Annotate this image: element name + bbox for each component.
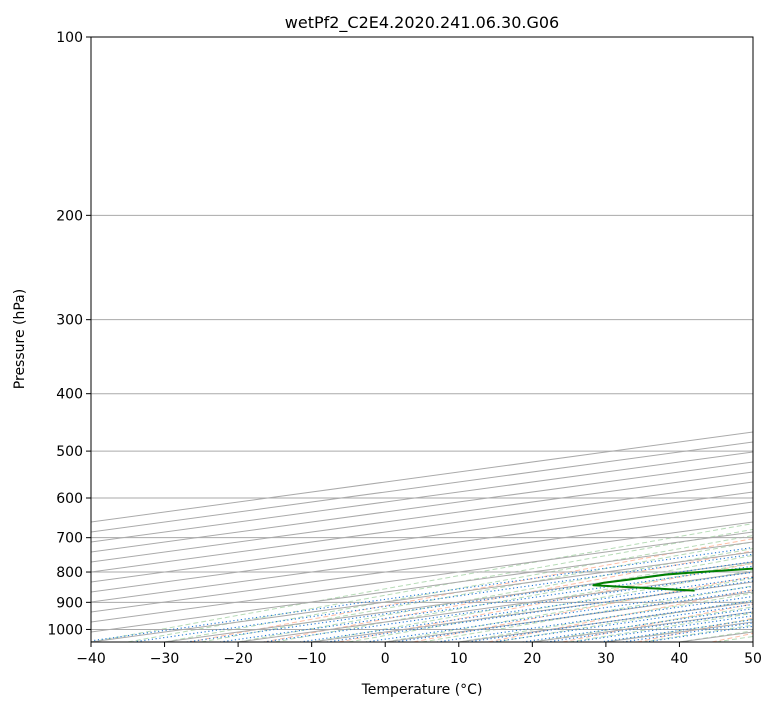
y-tick-label: 300 — [56, 313, 83, 329]
isotherm — [91, 511, 753, 603]
y-tick-label: 400 — [56, 387, 83, 403]
isotherm — [91, 451, 753, 543]
x-tick-label: −30 — [150, 651, 180, 667]
x-tick-label: 20 — [523, 651, 541, 667]
plot-frame — [90, 36, 754, 643]
mixing-ratio-line — [91, 546, 753, 642]
isotherm — [91, 461, 753, 553]
mixing-ratio-line — [186, 561, 753, 642]
moist-adiabat — [127, 528, 753, 642]
moist-adiabat — [164, 535, 753, 642]
isotherm — [91, 521, 753, 613]
axes: −40 −30 −20 −10 0 10 20 30 40 50 100 200 300 400 500 60… — [47, 30, 762, 667]
dry-adiabat — [487, 589, 753, 642]
y-tick-label: 600 — [56, 491, 83, 507]
mixing-ratio-line — [522, 608, 753, 642]
x-tick-label: 40 — [671, 651, 689, 667]
plot-grid — [91, 37, 753, 642]
y-tick-label: 800 — [56, 565, 83, 581]
isotherm — [91, 501, 753, 593]
mixing-ratio-line — [546, 611, 753, 642]
isotherm — [91, 531, 753, 623]
moist-adiabat — [201, 541, 753, 642]
x-axis-title: Temperature (°C) — [361, 682, 483, 698]
isotherm — [91, 471, 753, 563]
y-tick-label: 200 — [56, 208, 83, 224]
y-axis-title: Pressure (hPa) — [12, 289, 28, 389]
y-tick-label: 900 — [56, 595, 83, 611]
moist-adiabat — [238, 548, 753, 642]
isotherm — [91, 481, 753, 573]
chart-title: wetPf2_C2E4.2020.241.06.30.G06 — [285, 13, 559, 33]
moist-adiabat — [348, 569, 753, 642]
y-tick-label: 100 — [56, 30, 83, 46]
x-tick-label: −40 — [76, 651, 106, 667]
mixing-ratio-line — [492, 603, 753, 642]
moist-adiabat — [274, 554, 753, 642]
isotherm — [91, 491, 753, 583]
x-tick-label: −20 — [223, 651, 253, 667]
moist-adiabat — [458, 592, 753, 642]
y-tick-label: 700 — [56, 531, 83, 547]
x-tick-label: 50 — [744, 651, 762, 667]
y-tick-label: 1000 — [47, 622, 83, 638]
moist-adiabat — [421, 585, 753, 642]
x-tick-label: −10 — [297, 651, 327, 667]
x-tick-label: 10 — [450, 651, 468, 667]
y-tick-label: 500 — [56, 444, 83, 460]
mixing-ratio-line — [132, 553, 753, 642]
x-tick-label: 0 — [381, 651, 390, 667]
x-tick-label: 30 — [597, 651, 615, 667]
dry-adiabat — [264, 550, 753, 642]
mixing-ratio-line — [467, 600, 753, 642]
